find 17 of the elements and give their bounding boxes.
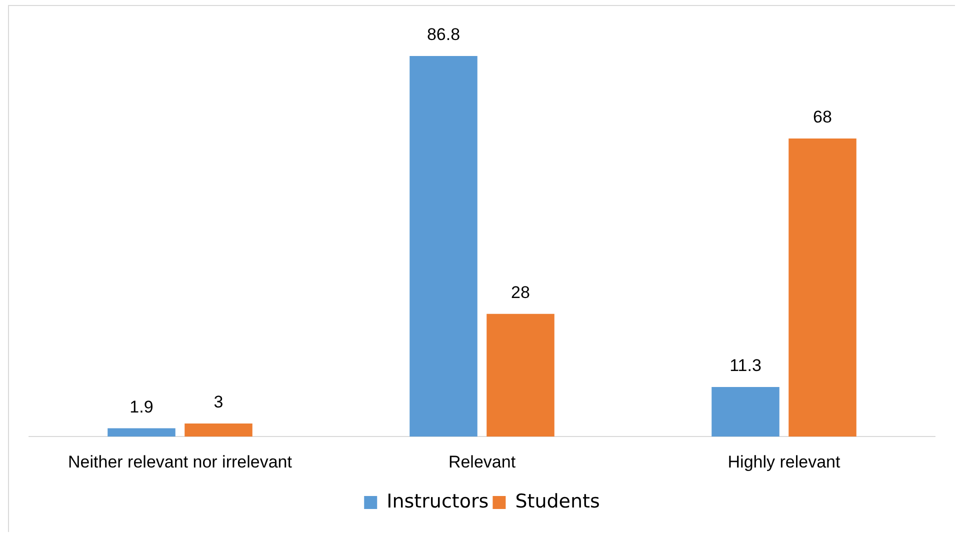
data-label: 3 xyxy=(214,392,224,412)
bar xyxy=(108,428,176,437)
data-label: 28 xyxy=(511,283,530,302)
x-tick-label: Highly relevant xyxy=(728,452,840,472)
legend-label: Instructors xyxy=(386,490,489,512)
bar xyxy=(788,138,856,437)
x-tick-label: Neither relevant nor irrelevant xyxy=(68,452,292,472)
legend-label: Students xyxy=(515,490,600,512)
data-label: 68 xyxy=(813,108,832,127)
data-label: 11.3 xyxy=(730,356,762,376)
data-label: 1.9 xyxy=(130,397,154,416)
bar xyxy=(184,423,252,437)
bar xyxy=(486,314,554,437)
bar xyxy=(712,387,780,437)
data-label: 86.8 xyxy=(426,25,460,44)
bar xyxy=(410,56,478,437)
x-tick-label: Relevant xyxy=(448,452,516,472)
